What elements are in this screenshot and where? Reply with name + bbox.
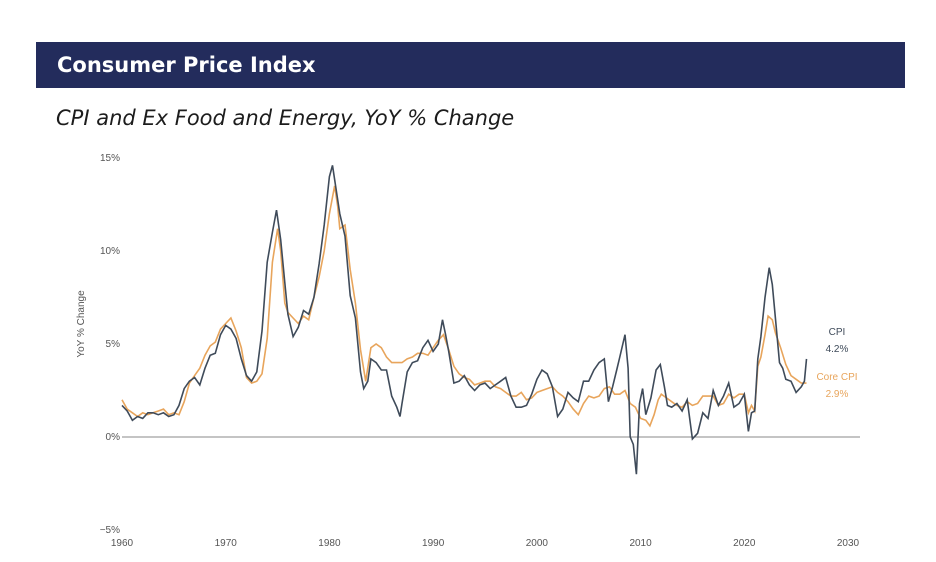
x-tick-label: 1990: [422, 538, 445, 549]
series-line-cpi: [121, 165, 808, 475]
x-tick-label: 2000: [526, 538, 549, 549]
x-tick-label: 1980: [318, 538, 341, 549]
page-title: Consumer Price Index: [57, 53, 316, 77]
y-tick-label: 15%: [100, 153, 120, 164]
x-tick-label: 1960: [111, 538, 134, 549]
chart-title: CPI and Ex Food and Energy, YoY % Change: [56, 106, 515, 130]
x-tick-label: 2020: [733, 538, 756, 549]
y-axis-label: YoY % Change: [76, 290, 87, 358]
x-tick-label: 2030: [837, 538, 860, 549]
series-label-cpi: CPI: [829, 327, 846, 338]
series-value-cpi: 4.2%: [826, 344, 849, 355]
y-axis: 15% 10% 5% 0% −5%: [100, 153, 120, 536]
x-tick-label: 1970: [215, 538, 238, 549]
y-tick-label: 10%: [100, 246, 120, 257]
y-tick-label: 5%: [106, 339, 121, 350]
series-value-core-cpi: 2.9%: [826, 389, 849, 400]
header-banner: Consumer Price Index: [36, 42, 905, 88]
series-line-core-cpi: [121, 185, 807, 428]
y-tick-label: −5%: [100, 525, 120, 536]
x-axis: 1960 1970 1980 1990 2000 2010 2020 2030: [111, 538, 860, 549]
y-tick-label: 0%: [106, 432, 121, 443]
series-label-core-cpi: Core CPI: [816, 372, 857, 383]
x-tick-label: 2010: [629, 538, 652, 549]
